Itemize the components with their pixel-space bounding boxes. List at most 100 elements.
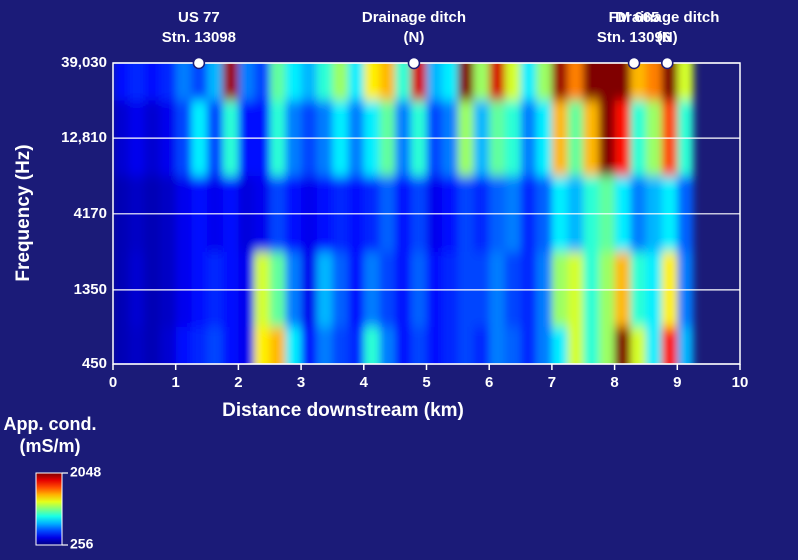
colorbar-title: App. cond. <box>4 414 97 434</box>
heatmap-cell <box>207 63 224 102</box>
heatmap-cell <box>630 326 647 364</box>
heatmap-cell <box>520 326 537 364</box>
y-tick-label: 450 <box>82 355 107 372</box>
heatmap-cell <box>348 326 365 364</box>
annotation: Stn. 13098 <box>162 29 236 46</box>
heatmap-cell <box>645 63 663 102</box>
heatmap-cell <box>536 63 553 102</box>
y-tick-label: 4170 <box>74 205 107 222</box>
heatmap-cell <box>410 63 427 102</box>
heatmap-cell <box>175 63 192 102</box>
heatmap-cell <box>442 63 459 102</box>
heatmap-cell <box>645 326 663 364</box>
x-tick-label: 8 <box>610 374 618 391</box>
heatmap-cell <box>379 326 396 364</box>
x-tick-label: 10 <box>732 374 749 391</box>
annotation: Drainage ditch <box>615 9 719 26</box>
heatmap-cell <box>630 63 647 102</box>
heatmap-cell <box>536 326 553 364</box>
heatmap-cell <box>551 326 569 364</box>
heatmap-cell <box>598 326 616 364</box>
heatmap-cell <box>598 63 616 102</box>
heatmap-cell <box>285 326 302 364</box>
heatmap-cell <box>332 326 349 364</box>
x-tick-label: 9 <box>673 374 681 391</box>
heatmap-cell <box>504 326 522 364</box>
heatmap-cell <box>238 63 255 102</box>
annotation: US 77 <box>178 9 220 26</box>
annotation-marker <box>407 56 421 70</box>
heatmap-cell <box>457 326 475 364</box>
y-tick-label: 12,810 <box>61 129 107 146</box>
heatmap-cell <box>567 63 584 102</box>
heatmap-cell <box>113 63 130 102</box>
x-tick-label: 3 <box>297 374 305 391</box>
heatmap-cell <box>316 63 333 102</box>
heatmap-cell <box>254 63 271 102</box>
heatmap-cell <box>410 326 427 364</box>
heatmap-cell <box>332 63 349 102</box>
annotation: Drainage ditch <box>362 9 466 26</box>
heatmap-cell <box>191 326 208 364</box>
x-axis-label: Distance downstream (km) <box>222 400 464 421</box>
y-tick-label: 1350 <box>74 281 107 298</box>
annotation-marker <box>627 56 641 70</box>
heatmap-cell <box>661 63 678 102</box>
heatmap-cell <box>614 63 631 102</box>
heatmap-cell <box>160 326 177 364</box>
heatmap-cell <box>395 326 412 364</box>
heatmap-cell <box>160 63 177 102</box>
annotation: (N) <box>404 29 425 46</box>
heatmap-cell <box>363 326 380 364</box>
heatmap-cell <box>426 326 443 364</box>
y-tick-label: 39,030 <box>61 54 107 71</box>
heatmap-cell <box>222 326 239 364</box>
y-axis-label: Frequency (Hz) <box>13 144 34 281</box>
x-tick-label: 1 <box>172 374 180 391</box>
heatmap-cell <box>442 326 459 364</box>
x-tick-label: 6 <box>485 374 493 391</box>
heatmap-cell <box>238 326 255 364</box>
heatmap-cell <box>301 63 318 102</box>
heatmap-cell <box>191 63 208 102</box>
heatmap-cell <box>285 63 302 102</box>
x-tick-label: 2 <box>234 374 242 391</box>
heatmap-cell <box>395 63 412 102</box>
heatmap-cell <box>269 326 286 364</box>
heatmap-cell <box>473 326 490 364</box>
heatmap-cell <box>583 63 600 102</box>
annotation-marker <box>192 56 206 70</box>
annotation: (N) <box>657 29 678 46</box>
heatmap-cell <box>520 63 537 102</box>
heatmap-cell <box>489 326 506 364</box>
heatmap-cell <box>614 326 631 364</box>
heatmap-cell <box>254 326 271 364</box>
annotation-marker <box>661 56 674 70</box>
heatmap-cell <box>677 326 694 364</box>
annotation: Stn. 13096 <box>597 29 671 46</box>
heatmap-cell <box>128 63 145 102</box>
heatmap-cell <box>504 63 522 102</box>
heatmap-cell <box>677 63 694 102</box>
heatmap-cell <box>128 326 145 364</box>
heatmap-cell <box>489 63 506 102</box>
heatmap-cell <box>144 326 161 364</box>
heatmap-cell <box>473 63 490 102</box>
colorbar-title: (mS/m) <box>19 436 80 456</box>
x-tick-label: 7 <box>548 374 556 391</box>
x-tick-label: 4 <box>360 374 369 391</box>
heatmap-cell <box>222 63 239 102</box>
heatmap-cell <box>207 326 224 364</box>
heatmap-cell <box>567 326 584 364</box>
plot-frame <box>112 62 741 365</box>
heatmap-cell <box>144 63 161 102</box>
heatmap-cell <box>316 326 333 364</box>
heatmap-cell <box>363 63 380 102</box>
heatmap-cell <box>661 326 678 364</box>
colorbar-tick-label: 2048 <box>70 464 101 480</box>
heatmap-cell <box>113 326 130 364</box>
heatmap-cell <box>457 63 475 102</box>
x-tick-label: 0 <box>109 374 117 391</box>
annotation: FM 665 <box>609 9 660 26</box>
